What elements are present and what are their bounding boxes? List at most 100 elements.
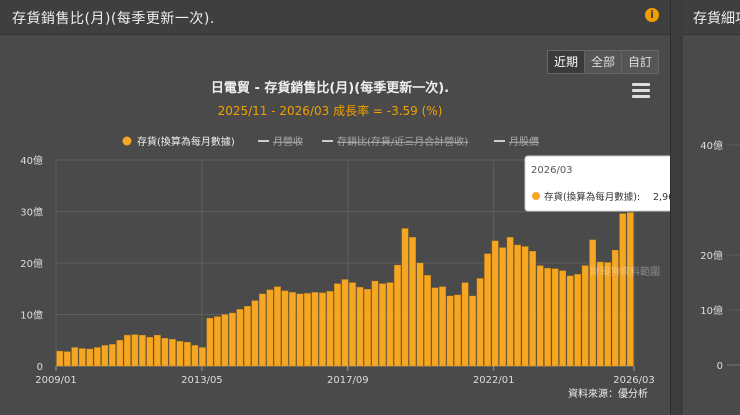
x-tick-label: 2017/09: [327, 375, 369, 386]
bar: [244, 306, 251, 367]
bar: [401, 228, 409, 367]
bar: [191, 345, 199, 367]
bar: [184, 342, 191, 367]
range-selector: 近期 全部 自訂: [547, 50, 660, 74]
x-tick-label: 2026/03: [613, 375, 655, 386]
legend-marker: [122, 136, 132, 146]
bar: [281, 290, 289, 367]
bar: [138, 334, 146, 367]
tooltip-marker: [532, 192, 540, 200]
side-panel-axis: 40億 20億 10億 0: [700, 139, 740, 372]
chart-legend: 存貨(換算為每月數據) 月營收 存銷比(存貨/近三月合計營收) 月股價: [122, 135, 539, 148]
tooltip-date: 2026/03: [531, 165, 573, 176]
bar: [371, 280, 379, 367]
chart-title: 日電貿 - 存貨銷售比(月)(每季更新一次).: [211, 80, 449, 96]
side-panel: 存貨細項 40億 20億 10億 0: [683, 0, 740, 415]
bar: [529, 251, 537, 367]
bar: [446, 295, 454, 367]
bar: [544, 267, 552, 367]
bar: [289, 292, 296, 367]
bar: [63, 351, 71, 367]
chart-bars: [56, 212, 634, 367]
bar: [296, 293, 304, 367]
side-panel-title: 存貨細項: [693, 11, 740, 27]
bar: [304, 293, 311, 367]
chart-menu-icon[interactable]: [630, 80, 652, 100]
bar: [416, 262, 424, 367]
bar: [146, 337, 154, 367]
side-panel-header: 存貨細項: [683, 0, 740, 35]
bar: [221, 314, 229, 367]
bar: [431, 287, 439, 367]
bar: [521, 246, 529, 367]
tooltip-value: 2,962,336(千元): [653, 192, 670, 203]
bar: [551, 268, 559, 367]
bar: [101, 345, 109, 367]
bar: [259, 293, 266, 367]
bar: [596, 261, 604, 367]
side-tick-label: 20億: [700, 249, 723, 262]
bar: [131, 334, 139, 367]
panel-title: 存貨銷售比(月)(每季更新一次).: [12, 11, 215, 27]
bar: [536, 265, 544, 367]
tooltip-series: 存貨(換算為每月數據):: [544, 191, 640, 203]
range-recent-button[interactable]: 近期: [547, 50, 586, 74]
bar: [469, 295, 476, 367]
bar: [439, 286, 446, 367]
y-tick-label: 40億: [20, 154, 43, 167]
bar: [356, 287, 364, 367]
bar: [461, 282, 469, 367]
bar: [499, 247, 506, 367]
bar: [364, 289, 371, 367]
x-tick-label: 2013/05: [181, 375, 223, 386]
bar: [108, 344, 116, 367]
bar: [251, 300, 259, 367]
bar: [78, 348, 86, 367]
legend-item: 月股價: [509, 135, 539, 148]
side-tick-label: 0: [717, 361, 723, 372]
y-tick-label: 30億: [20, 206, 43, 219]
bar: [161, 338, 169, 367]
bar: [176, 341, 184, 367]
bar: [86, 348, 94, 367]
bar: [326, 291, 334, 367]
bar: [56, 350, 64, 367]
watermark: 財報狗資料範圍: [590, 265, 660, 278]
bar: [581, 265, 589, 367]
bar: [379, 283, 386, 367]
bar: [266, 289, 274, 367]
bar: [611, 249, 619, 367]
bar: [169, 339, 176, 367]
bar: [334, 283, 341, 367]
bar: [476, 278, 484, 367]
bar: [123, 334, 131, 367]
bar: [116, 340, 124, 367]
legend-item: 月營收: [273, 135, 303, 148]
bar: [229, 312, 236, 367]
bar: [589, 239, 597, 367]
bar: [71, 347, 79, 367]
y-tick-label: 0: [37, 362, 43, 373]
legend-item: 存銷比(存貨/近三月合計營收): [337, 135, 468, 148]
bar: [93, 347, 101, 367]
bar: [619, 213, 627, 367]
bar: [626, 212, 634, 367]
chart-tooltip: 2026/03 存貨(換算為每月數據): 2,962,336(千元): [524, 155, 670, 212]
range-custom-button[interactable]: 自訂: [621, 50, 660, 74]
bar: [454, 294, 461, 367]
info-icon[interactable]: i: [645, 8, 659, 22]
bar: [236, 309, 244, 367]
y-tick-label: 10億: [20, 309, 43, 322]
bar: [311, 292, 319, 367]
panel-header: 存貨銷售比(月)(每季更新一次). i: [0, 0, 670, 35]
range-all-button[interactable]: 全部: [584, 50, 623, 74]
bar: [574, 274, 582, 367]
x-tick-label: 2009/01: [35, 375, 77, 386]
side-tick-label: 10億: [700, 304, 723, 317]
chart-grid: [55, 159, 635, 367]
bar: [341, 279, 349, 367]
source-label: 資料來源：優分析: [568, 387, 648, 400]
bar: [424, 275, 431, 367]
legend-item: 存貨(換算為每月數據): [137, 135, 235, 148]
bar: [386, 282, 394, 367]
